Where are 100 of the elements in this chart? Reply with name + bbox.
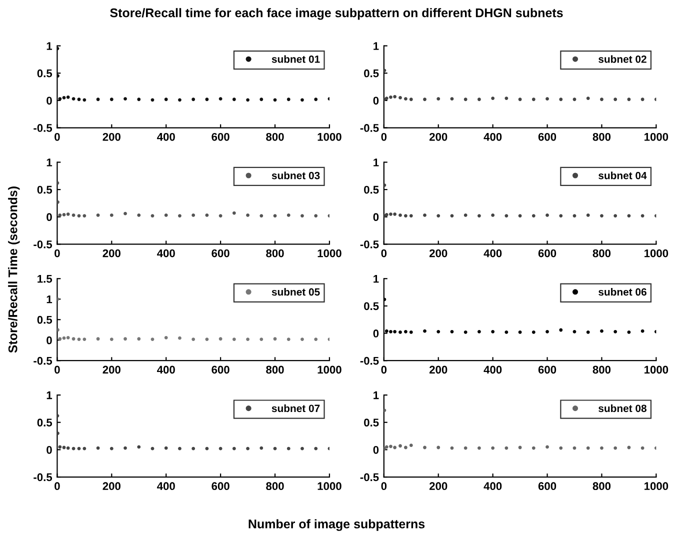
point	[518, 330, 522, 334]
y-tick-label: 0	[373, 330, 379, 338]
point	[586, 446, 590, 450]
point	[314, 98, 318, 102]
point	[627, 98, 631, 102]
x-tick-label: 1000	[318, 249, 342, 258]
point	[518, 98, 522, 102]
point	[464, 214, 468, 217]
y-tick-label: -0.5	[34, 356, 52, 365]
point	[546, 330, 549, 334]
legend-label: subnet 08	[598, 404, 646, 412]
point	[232, 211, 236, 215]
point	[384, 408, 386, 412]
point	[640, 329, 644, 333]
point	[62, 212, 66, 216]
x-tick-label: 1000	[644, 482, 668, 490]
point	[66, 212, 70, 216]
x-tick-label: 0	[54, 132, 60, 141]
point	[77, 214, 81, 218]
point	[232, 446, 236, 450]
y-tick-label: 1	[46, 158, 52, 166]
point	[150, 214, 154, 218]
point	[389, 330, 392, 334]
point	[464, 446, 468, 450]
x-tick-label: 800	[266, 249, 284, 258]
legend-label: subnet 03	[272, 172, 320, 180]
point	[532, 214, 536, 218]
point	[464, 330, 468, 334]
point	[572, 330, 576, 334]
y-tick-label: 0.5	[37, 418, 52, 426]
point	[192, 446, 196, 450]
x-tick-label: 400	[157, 132, 175, 141]
y-tick-label: -0.5	[360, 240, 379, 248]
y-tick-label: 0	[373, 446, 379, 454]
point	[404, 330, 408, 334]
point	[164, 336, 168, 340]
y-tick-label: 0.5	[364, 418, 379, 426]
point	[532, 98, 536, 102]
x-tick-label: 800	[592, 132, 611, 141]
point	[478, 330, 481, 334]
x-tick-label: 800	[266, 482, 284, 490]
point	[137, 98, 141, 102]
x-tick-label: 400	[484, 482, 502, 490]
point	[478, 98, 481, 102]
point	[82, 214, 86, 218]
y-tick-label: -0.5	[360, 124, 379, 132]
point	[246, 214, 250, 217]
point	[586, 96, 590, 100]
point	[137, 445, 141, 449]
x-tick-label: 0	[54, 366, 60, 374]
point	[640, 446, 644, 450]
point	[464, 98, 468, 102]
point	[393, 94, 397, 98]
x-tick-label: 600	[212, 366, 230, 374]
point	[96, 337, 100, 341]
point	[393, 446, 397, 450]
x-tick-label: 400	[157, 249, 175, 258]
point	[409, 330, 413, 334]
x-tick-label: 1000	[318, 132, 342, 141]
point	[273, 214, 277, 218]
point	[246, 338, 250, 341]
point	[62, 96, 66, 100]
y-tick-label: 1	[374, 275, 379, 283]
point	[66, 336, 70, 340]
x-tick-label: 200	[429, 249, 448, 258]
x-tick-label: 200	[102, 249, 120, 258]
point	[614, 446, 618, 450]
point	[178, 214, 182, 218]
point	[72, 97, 76, 101]
point	[82, 338, 86, 341]
point	[178, 336, 182, 340]
point	[572, 98, 576, 102]
x-tick-label: 0	[381, 366, 387, 374]
point	[600, 214, 604, 218]
point	[491, 446, 495, 450]
point	[260, 338, 264, 341]
point	[559, 446, 563, 450]
point	[423, 446, 426, 450]
legend-label: subnet 01	[272, 55, 320, 63]
point	[205, 98, 209, 102]
point	[491, 330, 495, 334]
x-tick-label: 1000	[318, 366, 342, 374]
point	[58, 445, 62, 449]
x-tick-label: 0	[381, 132, 387, 141]
x-tick-label: 600	[538, 132, 556, 141]
x-tick-label: 400	[157, 366, 175, 374]
legend-label: subnet 05	[272, 288, 320, 296]
point	[82, 446, 86, 450]
x-tick-label: 1000	[644, 132, 668, 141]
y-tick-label: 0	[373, 96, 379, 105]
point	[600, 446, 604, 450]
point	[124, 97, 127, 101]
point	[205, 446, 209, 450]
y-tick-label: 0	[46, 446, 52, 454]
point	[260, 98, 264, 102]
point	[286, 446, 290, 450]
y-tick-label: 0.5	[364, 69, 379, 78]
point	[614, 98, 618, 102]
point	[110, 446, 114, 450]
x-tick-label: 400	[484, 249, 502, 258]
